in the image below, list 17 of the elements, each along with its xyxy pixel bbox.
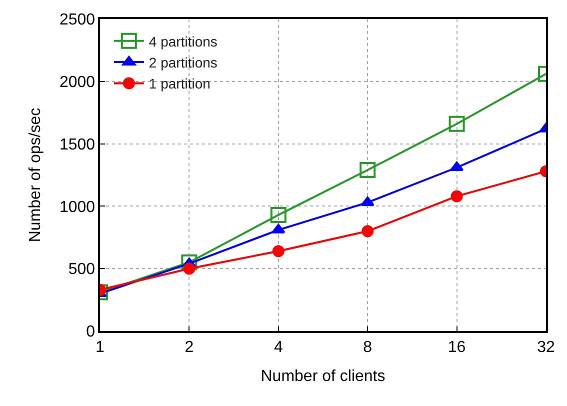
y-tick-label: 2500 (59, 12, 96, 29)
x-tick-label: 32 (537, 338, 555, 356)
legend-label: 4 partitions (148, 33, 218, 50)
x-axis-title: Number of clients (260, 368, 386, 386)
legend-label: 1 partition (148, 76, 210, 92)
y-tick-label: 2000 (59, 74, 96, 91)
x-tick-label: 8 (363, 338, 372, 356)
y-tick-label: 1000 (59, 198, 96, 216)
y-tick-label: 0 (86, 324, 96, 341)
y-axis-title: Number of ops/sec (26, 108, 44, 242)
legend-label: 2 partitions (148, 54, 218, 70)
x-tick-label: 16 (448, 338, 466, 356)
y-tick-label: 500 (68, 261, 96, 278)
x-tick-label: 2 (184, 338, 194, 356)
y-tick-label: 1500 (59, 136, 96, 154)
x-tick-label: 1 (96, 338, 105, 356)
x-tick-label: 4 (274, 338, 283, 356)
